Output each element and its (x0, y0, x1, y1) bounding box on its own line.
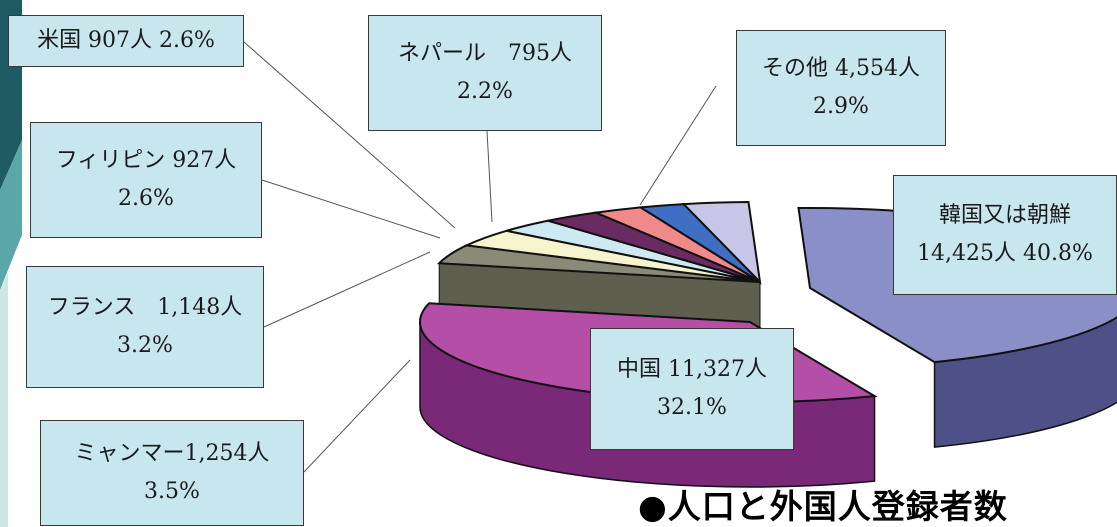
label-china-line-2: 32.1% (657, 395, 727, 420)
leader-line-4 (263, 251, 431, 328)
label-usa-line-1: 米国 907人 2.6% (37, 28, 215, 53)
label-nepal: ネパール 795人 2.2% (368, 15, 602, 131)
label-myanmar: ミャンマー1,254人 3.5% (40, 420, 304, 526)
label-korea: 韓国又は朝鮮 14,425人 40.8% (893, 175, 1117, 295)
label-other-line-1: その他 4,554人 (762, 56, 920, 81)
label-china-line-1: 中国 11,327人 (617, 357, 767, 382)
label-france-line-2: 3.2% (117, 333, 173, 358)
label-myanmar-line-2: 3.5% (144, 479, 200, 504)
label-korea-line-2: 14,425人 40.8% (917, 241, 1093, 266)
leader-line-0 (243, 41, 456, 229)
label-philippines-line-2: 2.6% (118, 186, 174, 211)
label-nepal-line-2: 2.2% (457, 79, 513, 104)
label-usa: 米国 907人 2.6% (8, 15, 244, 67)
leader-lines (243, 41, 717, 473)
label-other: その他 4,554人 2.9% (736, 30, 946, 146)
label-philippines: フィリピン 927人 2.6% (30, 122, 262, 238)
leader-line-2 (639, 85, 717, 206)
label-korea-line-1: 韓国又は朝鮮 (938, 203, 1071, 228)
pie-slice-8 (681, 201, 762, 285)
label-china: 中国 11,327人 32.1% (590, 328, 794, 450)
caption-title: ●人口と外国人登録者数 (638, 487, 1008, 526)
label-france: フランス 1,148人 3.2% (26, 266, 264, 388)
label-nepal-line-1: ネパール 795人 (398, 41, 572, 66)
label-other-line-2: 2.9% (813, 94, 869, 119)
leader-line-1 (486, 130, 493, 223)
label-france-line-1: フランス 1,148人 (47, 295, 243, 320)
label-philippines-line-1: フィリピン 927人 (55, 148, 237, 173)
label-myanmar-line-1: ミャンマー1,254人 (74, 441, 270, 466)
leader-line-5 (303, 359, 411, 473)
leader-line-3 (261, 179, 441, 239)
